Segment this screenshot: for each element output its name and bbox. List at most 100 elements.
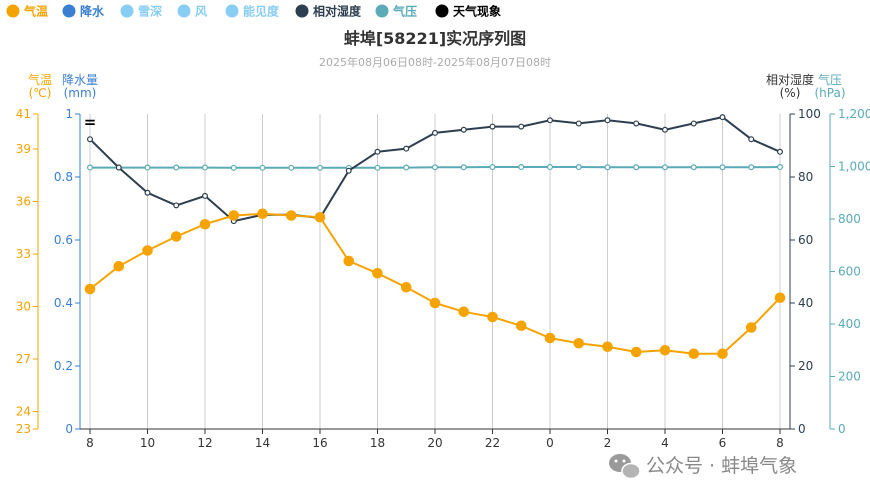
pressure-point bbox=[230, 164, 237, 171]
circle-icon bbox=[435, 4, 449, 18]
legend[interactable]: 气温 降水 雪深 风 能见度 相对湿度 气压 天气现象 bbox=[6, 4, 502, 19]
precipitation-tick-label: 0 bbox=[65, 422, 73, 436]
humidity-point bbox=[144, 189, 151, 196]
pressure-tick-label: 1,200 bbox=[838, 107, 870, 121]
x-tick-label: 14 bbox=[255, 436, 270, 450]
pressure-tick-label: 1,000 bbox=[838, 160, 870, 174]
humidity-tick-label: 20 bbox=[798, 359, 813, 373]
humidity-axis-unit: (%) bbox=[780, 86, 801, 100]
temperature-point bbox=[487, 311, 498, 323]
legend-item-4[interactable]: 能见度 bbox=[225, 4, 281, 19]
precipitation-axis: 0 0.2 0.4 0.6 0.8 1 bbox=[54, 107, 81, 436]
pressure-point bbox=[661, 164, 668, 171]
temperature-point bbox=[544, 332, 556, 344]
humidity-tick-label: 100 bbox=[798, 107, 821, 121]
watermark: 公众号 · 蚌埠气象 bbox=[609, 454, 797, 480]
x-tick-label: 6 bbox=[719, 436, 727, 450]
humidity-tick-label: 0 bbox=[798, 422, 806, 436]
pressure-point bbox=[604, 164, 611, 171]
legend-item-7[interactable]: 天气现象 bbox=[435, 4, 502, 19]
circle-icon bbox=[6, 4, 20, 18]
humidity-point bbox=[690, 120, 697, 127]
wechat-icon bbox=[609, 454, 641, 480]
pressure-tick-label: 0 bbox=[838, 422, 846, 436]
temp-axis-name: 气温 bbox=[28, 72, 52, 87]
series-humidity bbox=[86, 114, 783, 225]
temperature-point bbox=[573, 337, 585, 349]
humidity-point bbox=[633, 120, 640, 127]
x-tick-label: 0 bbox=[546, 436, 554, 450]
x-tick-label: 12 bbox=[197, 436, 212, 450]
pressure-tick-label: 600 bbox=[838, 265, 861, 279]
temperature-point bbox=[113, 260, 125, 272]
humidity-point bbox=[173, 202, 180, 209]
legend-label: 雪深 bbox=[138, 4, 162, 19]
temperature-point bbox=[142, 245, 153, 256]
pressure-point bbox=[719, 164, 726, 171]
pressure-point bbox=[690, 164, 697, 171]
temperature-point bbox=[774, 292, 786, 304]
humidity-point bbox=[518, 123, 525, 130]
humidity-point bbox=[489, 123, 496, 130]
x-tick-label: 18 bbox=[370, 436, 385, 450]
pressure-point bbox=[460, 164, 467, 171]
humidity-tick-label: 40 bbox=[798, 296, 813, 310]
x-tick-label: 2 bbox=[604, 436, 612, 450]
chart-subtitle: 2025年08月06日08时-2025年08月07日08时 bbox=[319, 55, 551, 69]
x-tick-label: 16 bbox=[312, 436, 327, 450]
humidity-point bbox=[719, 114, 726, 121]
pressure-point bbox=[374, 164, 381, 171]
legend-label: 风 bbox=[195, 5, 207, 19]
legend-item-2[interactable]: 雪深 bbox=[120, 4, 163, 19]
temperature-point bbox=[372, 267, 383, 279]
circle-icon bbox=[295, 4, 309, 18]
pressure-point bbox=[633, 164, 640, 171]
legend-item-3[interactable]: 风 bbox=[177, 4, 208, 19]
watermark-text: 公众号 · 蚌埠气象 bbox=[646, 455, 797, 477]
chart-title: 蚌埠[58221]实况序列图 bbox=[344, 29, 526, 48]
pressure-tick-label: 400 bbox=[838, 317, 861, 331]
legend-label: 天气现象 bbox=[453, 4, 501, 19]
pressure-tick-label: 200 bbox=[838, 370, 861, 384]
x-tick-label: 8 bbox=[776, 436, 784, 450]
temperature-tick-label: 23 bbox=[16, 422, 31, 436]
temperature-tick-label: 33 bbox=[16, 247, 31, 261]
pressure-point bbox=[518, 164, 525, 171]
temperature-point bbox=[429, 297, 441, 309]
temperature-point bbox=[630, 346, 642, 358]
grid bbox=[89, 114, 781, 429]
humidity-point bbox=[345, 167, 352, 174]
series-pressure bbox=[86, 164, 783, 171]
humidity-axis: 0 20 40 60 80 100 bbox=[789, 107, 821, 436]
legend-item-5[interactable]: 相对湿度 bbox=[295, 4, 363, 19]
x-tick-label: 8 bbox=[86, 436, 94, 450]
pressure-point bbox=[202, 164, 209, 171]
circle-icon bbox=[120, 4, 134, 18]
temperature-point bbox=[343, 255, 355, 267]
temperature-point bbox=[458, 306, 470, 318]
temperature-point bbox=[688, 348, 700, 360]
pressure-axis-name: 气压 bbox=[818, 72, 842, 87]
humidity-tick-label: 80 bbox=[798, 170, 813, 184]
legend-item-1[interactable]: 降水 bbox=[62, 4, 106, 19]
pressure-point bbox=[317, 164, 324, 171]
legend-label: 相对湿度 bbox=[313, 4, 362, 19]
precipitation-tick-label: 0.2 bbox=[54, 359, 73, 373]
pressure-point bbox=[546, 164, 553, 171]
humidity-point bbox=[115, 164, 122, 171]
humidity-point bbox=[546, 117, 553, 124]
legend-label: 气温 bbox=[23, 4, 48, 19]
x-axis: 8 10 12 14 16 18 20 22 0 2 4 6 8 bbox=[80, 428, 790, 450]
x-tick-label: 10 bbox=[140, 436, 155, 450]
pressure-point bbox=[489, 164, 496, 171]
legend-item-6[interactable]: 气压 bbox=[375, 4, 418, 19]
legend-item-0[interactable]: 气温 bbox=[6, 4, 49, 19]
circle-icon bbox=[177, 4, 191, 18]
legend-label: 降水 bbox=[80, 4, 105, 19]
humidity-tick-label: 60 bbox=[798, 233, 813, 247]
series: = bbox=[84, 113, 786, 360]
series-temperature bbox=[84, 208, 786, 360]
weather-symbol: = bbox=[84, 113, 97, 131]
circle-icon bbox=[375, 4, 389, 18]
